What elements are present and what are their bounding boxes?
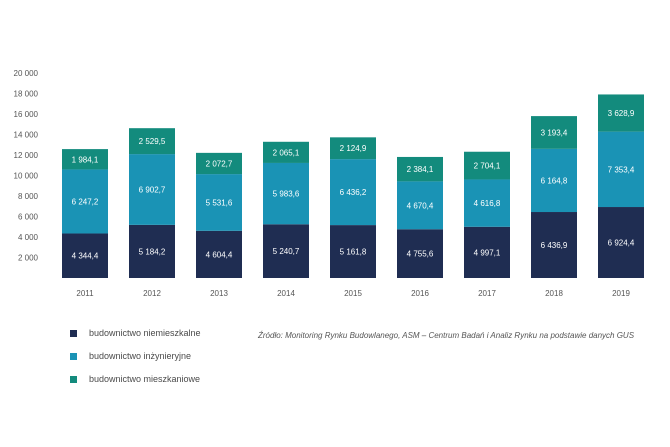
data-label: 3 193,4 xyxy=(541,128,568,137)
legend-swatch-niemieszkalne xyxy=(70,329,77,337)
y-tick-label: 6 000 xyxy=(18,213,39,222)
y-tick-label: 8 000 xyxy=(18,192,39,201)
data-label: 6 436,2 xyxy=(340,188,367,197)
bar-segment xyxy=(464,226,510,278)
data-label: 7 353,4 xyxy=(608,165,635,174)
x-tick-label: 2012 xyxy=(143,289,161,298)
data-label: 2 384,1 xyxy=(407,165,434,174)
data-label: 6 924,4 xyxy=(608,239,635,248)
bar-segment xyxy=(397,156,443,182)
legend-item-mieszkaniowe: budownictwo mieszkaniowe xyxy=(70,374,200,384)
bar-segment xyxy=(531,212,577,278)
x-tick-label: 2018 xyxy=(545,289,563,298)
bar-segment xyxy=(62,233,108,278)
data-label: 5 184,2 xyxy=(139,247,166,256)
y-tick-label: 12 000 xyxy=(14,151,39,160)
y-tick-label: 14 000 xyxy=(14,131,39,140)
data-label: 5 983,6 xyxy=(273,190,300,199)
bar-segment xyxy=(330,159,376,226)
data-label: 6 902,7 xyxy=(139,185,166,194)
bar-segment xyxy=(263,162,309,225)
y-tick-label: 10 000 xyxy=(14,172,39,181)
bar-segment xyxy=(263,224,309,278)
data-label: 5 240,7 xyxy=(273,247,300,256)
bar-segment xyxy=(531,148,577,213)
bar-segment xyxy=(62,169,108,234)
source-note: Źródło: Monitoring Rynku Budowlanego, AS… xyxy=(258,331,635,340)
bar-segment xyxy=(129,224,175,278)
data-label: 4 755,6 xyxy=(407,250,434,259)
legend-label-niemieszkalne: budownictwo niemieszkalne xyxy=(89,328,201,338)
legend-swatch-inzynieryjne xyxy=(70,352,77,360)
bar-segment xyxy=(196,152,242,175)
bar-segment xyxy=(464,179,510,227)
y-tick-label: 16 000 xyxy=(14,110,39,119)
x-tick-label: 2011 xyxy=(76,289,94,298)
data-label: 2 529,5 xyxy=(139,137,166,146)
data-label: 6 436,9 xyxy=(541,241,568,250)
y-tick-label: 2 000 xyxy=(18,254,39,263)
y-tick-label: 18 000 xyxy=(14,90,39,99)
bar-segment xyxy=(129,128,175,155)
data-label: 2 704,1 xyxy=(474,162,501,171)
data-label: 4 670,4 xyxy=(407,201,434,210)
bar-segment xyxy=(464,151,510,180)
data-label: 1 984,1 xyxy=(72,155,99,164)
bar-segment xyxy=(196,174,242,231)
x-tick-label: 2015 xyxy=(344,289,362,298)
x-tick-label: 2014 xyxy=(277,289,295,298)
x-tick-label: 2017 xyxy=(478,289,496,298)
legend-swatch-mieszkaniowe xyxy=(70,375,77,383)
bar-segment xyxy=(330,225,376,278)
bar-segment xyxy=(263,141,309,163)
data-label: 4 344,4 xyxy=(72,252,99,261)
data-label: 3 628,9 xyxy=(608,109,635,118)
data-label: 2 124,9 xyxy=(340,144,367,153)
data-label: 4 997,1 xyxy=(474,248,501,257)
data-label: 5 161,8 xyxy=(340,248,367,257)
bar-segment xyxy=(196,230,242,278)
legend-label-mieszkaniowe: budownictwo mieszkaniowe xyxy=(89,374,201,384)
bar-segment xyxy=(62,149,108,170)
data-label: 6 247,2 xyxy=(72,197,99,206)
bar-segment xyxy=(129,154,175,225)
x-tick-label: 2013 xyxy=(210,289,228,298)
y-tick-label: 20 000 xyxy=(14,69,39,78)
x-tick-label: 2019 xyxy=(612,289,630,298)
legend-item-inzynieryjne: budownictwo inżynieryjne xyxy=(70,351,191,361)
data-label: 6 164,8 xyxy=(541,176,568,185)
data-label: 2 072,7 xyxy=(206,159,233,168)
bar-segment xyxy=(598,207,644,278)
x-tick-label: 2016 xyxy=(411,289,429,298)
bar-segment xyxy=(598,94,644,132)
data-label: 2 065,1 xyxy=(273,148,300,157)
bar-segment xyxy=(397,229,443,278)
bar-segment xyxy=(531,116,577,149)
data-label: 5 531,6 xyxy=(206,198,233,207)
legend-item-niemieszkalne: budownictwo niemieszkalne xyxy=(70,328,201,338)
bar-segment xyxy=(397,181,443,230)
data-label: 4 616,8 xyxy=(474,199,501,208)
bar-segment xyxy=(598,131,644,208)
bar-segment xyxy=(330,137,376,160)
legend-label-inzynieryjne: budownictwo inżynieryjne xyxy=(89,351,192,361)
y-tick-label: 4 000 xyxy=(18,233,39,242)
data-label: 4 604,4 xyxy=(206,250,233,259)
